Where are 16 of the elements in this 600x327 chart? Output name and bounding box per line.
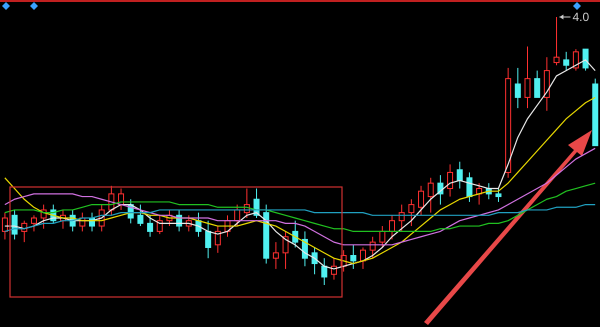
candlestick [79, 212, 86, 232]
candlestick [447, 164, 454, 198]
candlestick [544, 56, 550, 112]
candlestick [524, 46, 530, 109]
candlestick [398, 204, 405, 232]
candlestick [2, 212, 8, 240]
candlestick [456, 161, 463, 190]
candlestick [321, 258, 328, 285]
candlestick [21, 220, 28, 243]
candlestick [272, 242, 279, 270]
candlestick [408, 198, 414, 227]
candlestick [40, 204, 47, 230]
annotation: 4.0 [572, 10, 590, 24]
candlestick [505, 67, 512, 178]
candlestick [514, 67, 521, 109]
candlestick [205, 220, 212, 259]
